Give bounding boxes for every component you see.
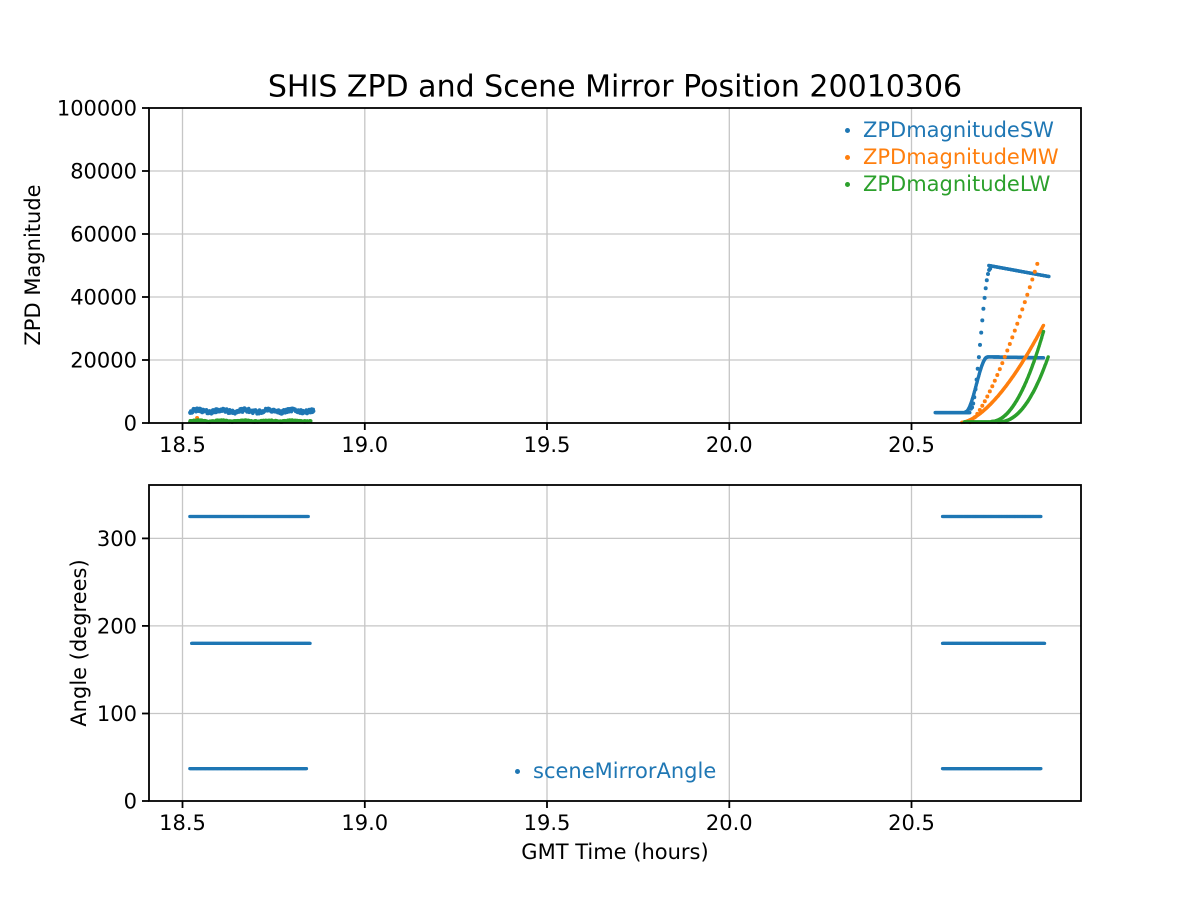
- svg-text:0: 0: [124, 412, 137, 436]
- svg-text:100000: 100000: [57, 97, 137, 121]
- legend-label: ZPDmagnitudeMW: [863, 145, 1059, 169]
- svg-text:20.0: 20.0: [706, 433, 753, 457]
- legend-item: ZPDmagnitudeSW: [845, 117, 1059, 144]
- svg-text:100: 100: [97, 702, 137, 726]
- svg-text:20.5: 20.5: [888, 433, 935, 457]
- svg-text:19.5: 19.5: [524, 433, 571, 457]
- series-marker-icon: [845, 155, 850, 160]
- svg-text:200: 200: [97, 614, 137, 638]
- x-axis-label: GMT Time (hours): [521, 840, 709, 864]
- legend-item: ZPDmagnitudeMW: [845, 144, 1059, 171]
- svg-text:60000: 60000: [70, 223, 137, 247]
- legend-label: ZPDmagnitudeSW: [863, 118, 1054, 142]
- legend-item: sceneMirrorAngle: [515, 759, 716, 783]
- chart-title: SHIS ZPD and Scene Mirror Position 20010…: [267, 69, 963, 105]
- legend-top-chart: ZPDmagnitudeSW ZPDmagnitudeMW ZPDmagnitu…: [845, 117, 1059, 198]
- svg-text:300: 300: [97, 527, 137, 551]
- legend-item: ZPDmagnitudeLW: [845, 171, 1059, 198]
- svg-text:19.0: 19.0: [341, 811, 388, 835]
- legend-bottom-chart: sceneMirrorAngle: [515, 759, 716, 783]
- svg-text:40000: 40000: [70, 286, 137, 310]
- svg-text:18.5: 18.5: [159, 811, 206, 835]
- legend-label: sceneMirrorAngle: [533, 758, 717, 783]
- series-marker-icon: [845, 182, 850, 187]
- y-axis-label-bottom: Angle (degrees): [67, 559, 91, 727]
- svg-text:19.0: 19.0: [341, 433, 388, 457]
- y-axis-label-top: ZPD Magnitude: [21, 184, 45, 346]
- legend-label: ZPDmagnitudeLW: [863, 172, 1051, 196]
- svg-text:18.5: 18.5: [159, 433, 206, 457]
- series-marker-icon: [515, 768, 520, 774]
- svg-text:20.0: 20.0: [706, 811, 753, 835]
- svg-text:20000: 20000: [70, 349, 137, 373]
- svg-text:0: 0: [124, 790, 137, 814]
- svg-text:19.5: 19.5: [524, 811, 571, 835]
- svg-text:80000: 80000: [70, 160, 137, 184]
- svg-text:20.5: 20.5: [888, 811, 935, 835]
- series-marker-icon: [845, 128, 850, 133]
